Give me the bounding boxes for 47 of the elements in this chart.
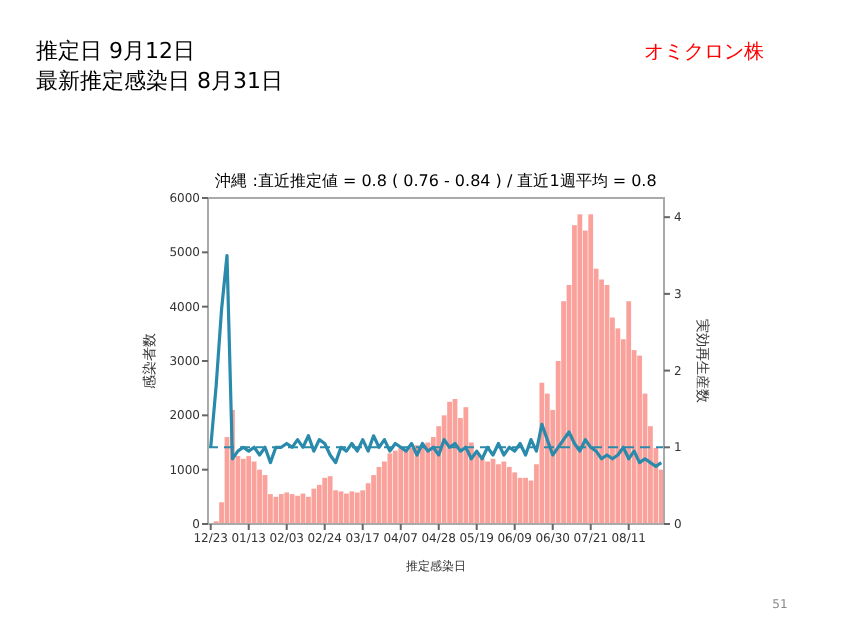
bar [316,484,322,524]
bar [273,496,279,524]
bar [306,496,311,524]
bar [251,461,257,524]
bar [501,461,507,524]
bar [392,450,398,524]
bar [382,461,387,524]
bar [284,492,290,524]
bar [295,495,300,524]
bar [257,469,262,524]
chart-title: 沖縄 :直近推定値 = 0.8 ( 0.76 - 0.84 ) / 直近1週平均 = 0.8 [215,172,657,190]
bar [637,355,642,524]
bar [626,301,632,524]
bar [425,442,431,524]
bar [485,461,490,524]
bar [240,458,246,524]
text: オミクロン株 [644,40,764,64]
bar [420,447,425,524]
bar [398,447,404,524]
bar [371,475,376,524]
bar [311,488,317,524]
bar [539,382,545,524]
bar [360,490,366,524]
bar [349,491,355,524]
bar [327,476,333,524]
bar [496,464,501,524]
bar [588,214,594,524]
bar [577,214,583,524]
bar [354,492,360,524]
bar [344,493,349,524]
text: 最新推定感染日 8月31日 [36,68,283,94]
bar [387,453,393,524]
bar [479,458,485,524]
bar [512,472,518,524]
text: 推定日 9月12日 [36,38,195,64]
bar [246,456,252,524]
bar [447,401,452,524]
bar [506,466,512,524]
bar [409,447,414,524]
bar [365,483,371,524]
bar [322,477,328,524]
bar [403,450,409,524]
bar [278,494,284,524]
bar [289,494,295,524]
bar [523,477,528,524]
bar [463,407,469,524]
bar [517,477,523,524]
